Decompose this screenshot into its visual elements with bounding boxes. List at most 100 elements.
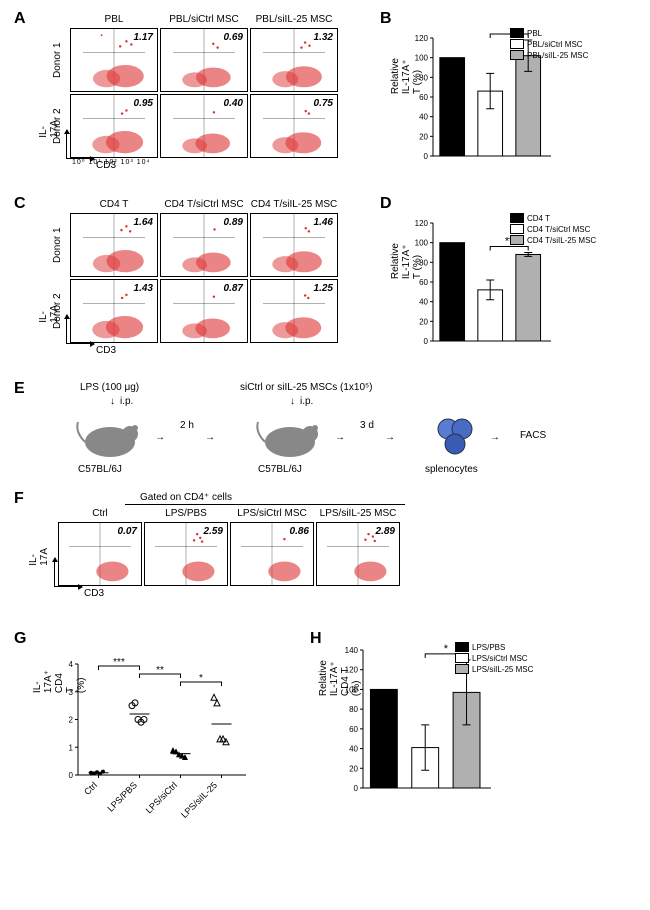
ip-1: i.p. <box>120 396 133 407</box>
facs-value: 0.86 <box>290 526 309 537</box>
panel-c-col-2: CD4 T/siIL-25 MSC <box>250 199 338 210</box>
svg-text:1: 1 <box>69 743 74 752</box>
facs-cell: 1.64 <box>70 213 158 277</box>
ip-2: i.p. <box>300 396 313 407</box>
panel-a-col-1: PBL/siCtrl MSC <box>160 14 248 25</box>
facs-cell: 2.89 <box>316 522 400 586</box>
legend-item: PBL/siCtrl MSC <box>527 40 583 49</box>
legend-item: LPS/PBS <box>472 643 505 652</box>
panel-c-x-arrow <box>66 343 94 344</box>
facs-value: 0.89 <box>224 217 243 228</box>
panel-f-col-3: LPS/siIL-25 MSC <box>316 508 400 519</box>
panel-c-yaxis: IL-17A <box>38 305 60 323</box>
strain-2: C57BL/6J <box>258 464 302 475</box>
panel-e-label: E <box>14 380 25 398</box>
svg-text:2: 2 <box>69 716 74 725</box>
panel-f-label: F <box>14 490 24 508</box>
panel-f-yaxis: IL-17A <box>28 548 50 566</box>
facs-value: 1.25 <box>314 283 333 294</box>
svg-text:0: 0 <box>424 337 429 346</box>
panel-f-grid: 0.07 2.59 0.86 2.89 <box>58 522 400 586</box>
panel-c-xaxis: CD3 <box>96 345 116 356</box>
panel-c-label: C <box>14 195 26 213</box>
facs-cell: 1.25 <box>250 279 338 343</box>
facs-cell: 0.07 <box>58 522 142 586</box>
svg-text:**: ** <box>156 665 164 676</box>
spleno-label: splenocytes <box>425 464 478 475</box>
panel-b-legend: PBL PBL/siCtrl MSC PBL/siIL-25 MSC <box>510 28 588 61</box>
panel-f-y-arrow <box>54 558 55 586</box>
legend-item: PBL <box>527 29 542 38</box>
svg-text:60: 60 <box>419 93 428 102</box>
panel-c-col-1: CD4 T/siCtrl MSC <box>160 199 248 210</box>
panel-d-legend: CD4 T CD4 T/siCtrl MSC CD4 T/siIL-25 MSC <box>510 213 596 246</box>
panel-h-label: H <box>310 630 322 648</box>
panel-c-y-arrow <box>66 315 67 343</box>
panel-c-row-0: Donor 1 <box>52 213 63 277</box>
panel-f-gate: Gated on CD4⁺ cells <box>140 492 232 503</box>
facs-value: 0.40 <box>224 98 243 109</box>
facs-value: 2.59 <box>204 526 223 537</box>
legend-item: LPS/siIL-25 MSC <box>472 665 533 674</box>
panel-c-col-0: CD4 T <box>70 199 158 210</box>
facs-cell: 0.69 <box>160 28 248 92</box>
facs-cell: 0.40 <box>160 94 248 158</box>
strain-1: C57BL/6J <box>78 464 122 475</box>
facs-value: 1.64 <box>134 217 153 228</box>
svg-text:40: 40 <box>419 113 428 122</box>
svg-text:20: 20 <box>419 132 428 141</box>
facs-value: 0.07 <box>118 526 137 537</box>
t1: 2 h <box>180 420 194 431</box>
facs-cell: 1.46 <box>250 213 338 277</box>
svg-text:20: 20 <box>349 764 358 773</box>
facs-value: 1.32 <box>314 32 333 43</box>
facs-cell: 0.86 <box>230 522 314 586</box>
svg-text:***: *** <box>113 657 125 668</box>
svg-text:*: * <box>444 643 449 655</box>
facs-cell: 1.17 <box>70 28 158 92</box>
legend-item: LPS/siCtrl MSC <box>472 654 528 663</box>
panel-a-row-0: Donor 1 <box>52 28 63 92</box>
panel-a-yaxis: IL-17A <box>38 120 60 138</box>
panel-h-yaxis: Relative IL-17A⁺ CD4 T (%) <box>318 660 362 696</box>
facs-value: 0.87 <box>224 283 243 294</box>
panel-b-yaxis: Relative IL-17A⁺ T (%) <box>390 58 423 94</box>
legend-item: CD4 T/siIL-25 MSC <box>527 236 596 245</box>
facs-value: 2.89 <box>376 526 395 537</box>
svg-text:60: 60 <box>349 725 358 734</box>
facs-cell: 1.43 <box>70 279 158 343</box>
facs-cell: 2.59 <box>144 522 228 586</box>
panel-a-label: A <box>14 10 26 28</box>
svg-text:120: 120 <box>415 219 429 228</box>
panel-b-label: B <box>380 10 392 28</box>
panel-c-grid: 1.64 0.89 1.46 1.43 0.87 1.25 <box>70 213 338 343</box>
svg-text:0: 0 <box>424 152 429 161</box>
msc-label: siCtrl or siIL-25 MSCs (1x10⁵) <box>240 382 373 393</box>
svg-text:40: 40 <box>349 745 358 754</box>
panel-h-legend: LPS/PBS LPS/siCtrl MSC LPS/siIL-25 MSC <box>455 642 533 675</box>
panel-d-yaxis: Relative IL-17A⁺ T (%) <box>390 243 423 279</box>
panel-a-grid: 1.17 0.69 1.32 0.95 0.40 0.75 <box>70 28 338 158</box>
facs-value: 0.69 <box>224 32 243 43</box>
panel-a-y-arrow <box>66 130 67 158</box>
facs-cell: 0.87 <box>160 279 248 343</box>
panel-a-col-2: PBL/siIL-25 MSC <box>250 14 338 25</box>
svg-text:60: 60 <box>419 278 428 287</box>
facs-value: 1.46 <box>314 217 333 228</box>
svg-text:120: 120 <box>415 34 429 43</box>
panel-g-label: G <box>14 630 26 648</box>
panel-f-col-1: LPS/PBS <box>144 508 228 519</box>
svg-text:140: 140 <box>345 646 359 655</box>
facs-value: 0.75 <box>314 98 333 109</box>
panel-g-yaxis: IL-17A⁺ CD4 T (%) <box>32 670 87 693</box>
panel-a-col-0: PBL <box>70 14 158 25</box>
svg-text:0: 0 <box>69 771 74 780</box>
legend-item: PBL/siIL-25 MSC <box>527 51 588 60</box>
svg-text:4: 4 <box>69 660 74 669</box>
facs-cell: 1.32 <box>250 28 338 92</box>
svg-text:0: 0 <box>354 784 359 793</box>
panel-f-xaxis: CD3 <box>84 588 104 599</box>
panel-f-x-arrow <box>54 586 82 587</box>
legend-item: CD4 T <box>527 214 550 223</box>
t2: 3 d <box>360 420 374 431</box>
